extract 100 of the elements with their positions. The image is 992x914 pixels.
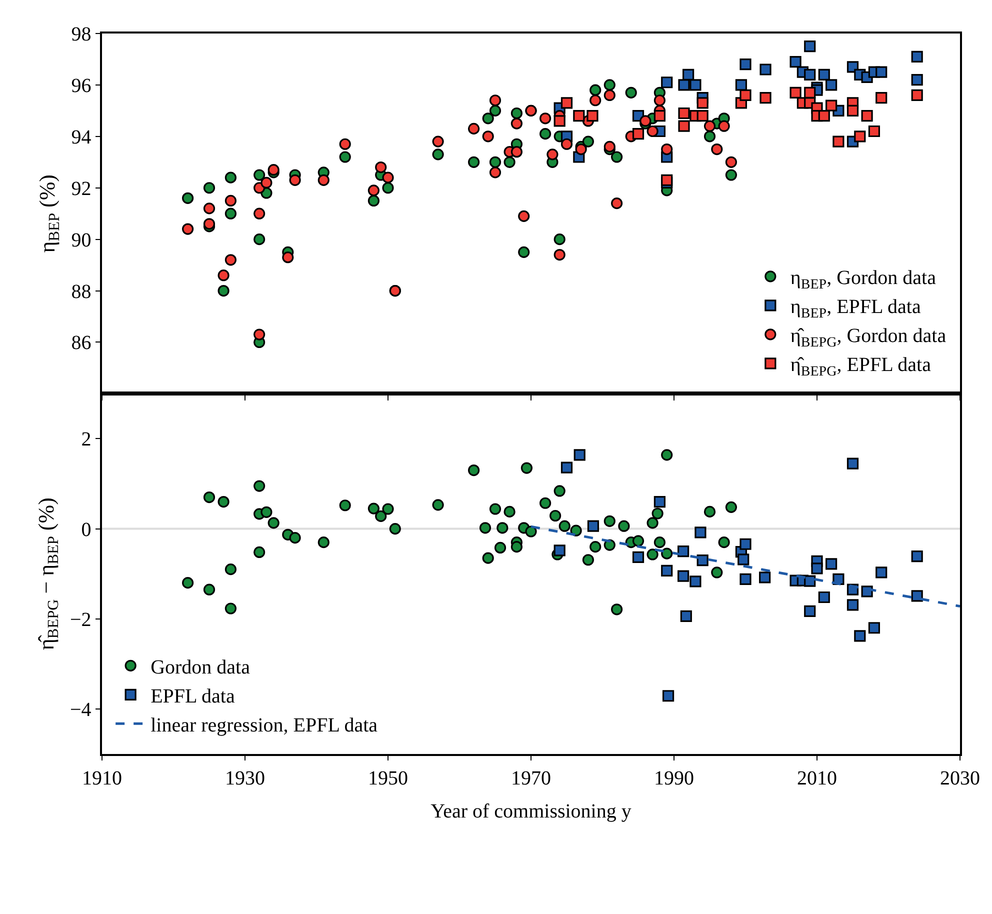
point [510, 118, 522, 130]
point [586, 110, 598, 122]
point [496, 522, 508, 534]
point [804, 575, 816, 587]
point [254, 169, 266, 181]
point [696, 97, 708, 109]
point [661, 76, 673, 88]
point [682, 68, 694, 80]
legend-label: EPFL data [150, 685, 235, 708]
point [573, 110, 585, 122]
point [224, 254, 236, 266]
point [678, 107, 690, 120]
point [482, 130, 494, 142]
point [382, 172, 394, 184]
point [694, 526, 706, 538]
point [661, 564, 673, 576]
point [690, 79, 702, 91]
x-tick-label: 1910 [82, 768, 122, 790]
point [550, 510, 562, 522]
x-tick-label: 1930 [225, 768, 265, 790]
point [854, 130, 866, 142]
point [382, 503, 394, 515]
point [740, 573, 752, 586]
y-tick-label: 0 [81, 518, 92, 541]
point [520, 462, 533, 474]
point [876, 566, 888, 578]
point [489, 104, 502, 116]
point [661, 174, 673, 186]
point [590, 84, 602, 96]
x-tick-label: 2010 [797, 768, 837, 790]
point [654, 496, 666, 508]
point [432, 499, 444, 511]
point [489, 94, 502, 106]
point [254, 328, 266, 340]
point [382, 182, 394, 194]
point [582, 554, 594, 566]
x-axis-title: Year of commissioning y [430, 800, 632, 823]
point [489, 166, 502, 178]
point [632, 551, 644, 563]
point [468, 156, 480, 168]
x-tick-label: 1990 [654, 768, 694, 790]
point [224, 172, 236, 184]
point [574, 449, 586, 461]
point [725, 169, 737, 181]
point [575, 143, 587, 156]
point [560, 138, 573, 150]
point [760, 64, 772, 76]
point [582, 136, 594, 148]
point [790, 56, 802, 68]
point [224, 208, 236, 220]
point [375, 161, 387, 174]
point [790, 86, 802, 98]
point [518, 210, 530, 222]
point [704, 130, 716, 142]
point [318, 174, 330, 186]
point [725, 156, 737, 168]
point [560, 97, 573, 109]
point [704, 120, 716, 132]
point [876, 92, 888, 104]
point [432, 148, 444, 160]
point [740, 58, 752, 70]
point [811, 562, 823, 574]
point [604, 140, 616, 152]
point [678, 546, 690, 558]
point [203, 218, 216, 230]
point [654, 110, 666, 122]
x-tick-label: 1950 [368, 768, 408, 790]
point [489, 503, 502, 515]
point [611, 604, 623, 616]
point [678, 570, 690, 582]
point [590, 541, 602, 553]
point [680, 610, 692, 622]
point [740, 538, 752, 550]
point [218, 270, 230, 282]
point [554, 248, 566, 261]
point [911, 590, 923, 602]
point [646, 125, 658, 138]
point [911, 50, 923, 62]
point [254, 208, 266, 220]
y-tick-label: −4 [70, 698, 92, 721]
point [389, 523, 401, 535]
point [182, 223, 194, 235]
point [740, 89, 752, 102]
point [646, 517, 658, 529]
point [318, 536, 330, 548]
point [678, 120, 690, 132]
point [339, 138, 351, 150]
point [804, 40, 816, 52]
point [678, 79, 690, 91]
point [590, 94, 602, 106]
point [203, 491, 216, 504]
point [654, 536, 666, 548]
point [604, 89, 616, 102]
point [260, 506, 272, 518]
point [224, 194, 236, 207]
point [868, 125, 880, 138]
point [570, 524, 582, 536]
point [661, 143, 673, 156]
point [540, 112, 552, 124]
point [640, 115, 652, 127]
